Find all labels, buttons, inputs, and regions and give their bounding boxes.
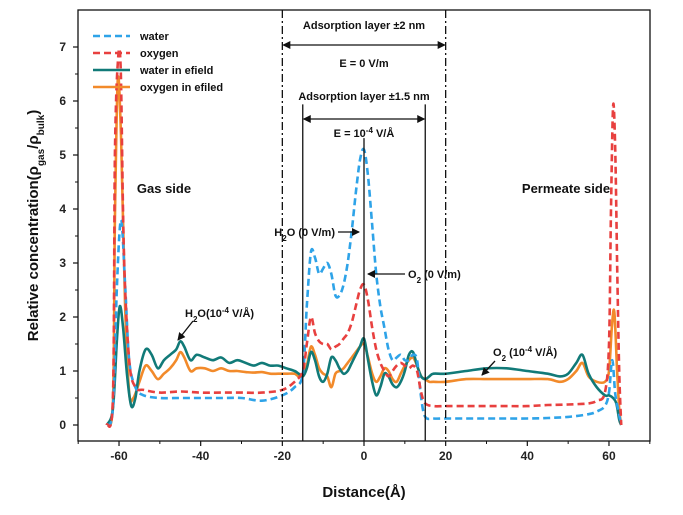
annotation-h2o-0: H2O (0 V/m): [274, 227, 335, 243]
series-line-oxygen-in-efiled: [105, 75, 623, 427]
series-line-water-in-efield: [105, 304, 623, 426]
y-tick-label: 4: [59, 202, 66, 216]
y-tick-label: 2: [59, 310, 66, 324]
annotation-efield-end: V/Å: [373, 127, 394, 140]
y-axis-label-sub-bulk: bulk: [36, 114, 47, 135]
y-axis-label: Relative concentration(ρgas/ρbulk): [25, 110, 47, 341]
x-tick-label: -60: [110, 449, 128, 463]
annotation-o2-0: O2 (0 V/m): [408, 269, 461, 285]
legend-label: oxygen in efiled: [140, 82, 223, 94]
annotation-permeate-side: Permeate side: [522, 181, 610, 196]
annotation-efield-0: E = 0 V/m: [339, 58, 388, 70]
y-tick-label: 6: [59, 94, 66, 108]
x-tick-label: 20: [439, 449, 453, 463]
y-axis-label-end: ): [25, 110, 42, 115]
x-tick-label: -40: [192, 449, 210, 463]
y-axis-label-mid: /ρ: [25, 135, 42, 148]
x-tick-label: 40: [521, 449, 535, 463]
annotation-gas-side: Gas side: [137, 181, 191, 196]
y-axis-label-main: Relative concentration(ρ: [25, 166, 42, 341]
y-tick-label: 3: [59, 256, 66, 270]
legend-label: oxygen: [140, 48, 179, 60]
annotation-arrow-o2-efield: [481, 360, 496, 376]
annotation-h2o-efield: H2O(10-4 V/Å): [185, 306, 254, 324]
x-tick-label: 60: [602, 449, 616, 463]
ticks-layer: -60 -40 -20 0 20 40 60 0 1 2 3 4 5 6 7: [59, 40, 651, 463]
arrows-layer: [177, 41, 496, 376]
annotations-layer: Adsorption layer ±2 nm E = 0 V/m Adsorpt…: [137, 20, 610, 363]
annotation-arrow-h2o-efield: [177, 320, 194, 341]
y-tick-label: 7: [59, 40, 66, 54]
y-tick-label: 0: [59, 418, 66, 432]
legend-label: water: [139, 31, 169, 43]
y-axis-label-sub-gas: gas: [36, 148, 47, 166]
series-line-water: [105, 147, 623, 427]
x-tick-label: 0: [361, 449, 368, 463]
annotation-efield-main: E = 10: [334, 128, 366, 140]
y-tick-label: 1: [59, 364, 66, 378]
legend: water oxygen water in efield oxygen in efil…: [93, 31, 223, 94]
annotation-efield-sup: -4: [366, 126, 374, 135]
x-tick-label: -20: [274, 449, 292, 463]
y-tick-label: 5: [59, 148, 66, 162]
annotation-adsorption-2nm: Adsorption layer ±2 nm: [303, 20, 425, 32]
legend-label: water in efield: [139, 65, 213, 77]
annotation-adsorption-1p5nm: Adsorption layer ±1.5 nm: [298, 91, 430, 103]
x-axis-label: Distance(Å): [322, 484, 405, 501]
annotation-efield-1e-4: E = 10-4 V/Å: [334, 126, 395, 141]
vertical-lines-layer: [281, 10, 447, 441]
